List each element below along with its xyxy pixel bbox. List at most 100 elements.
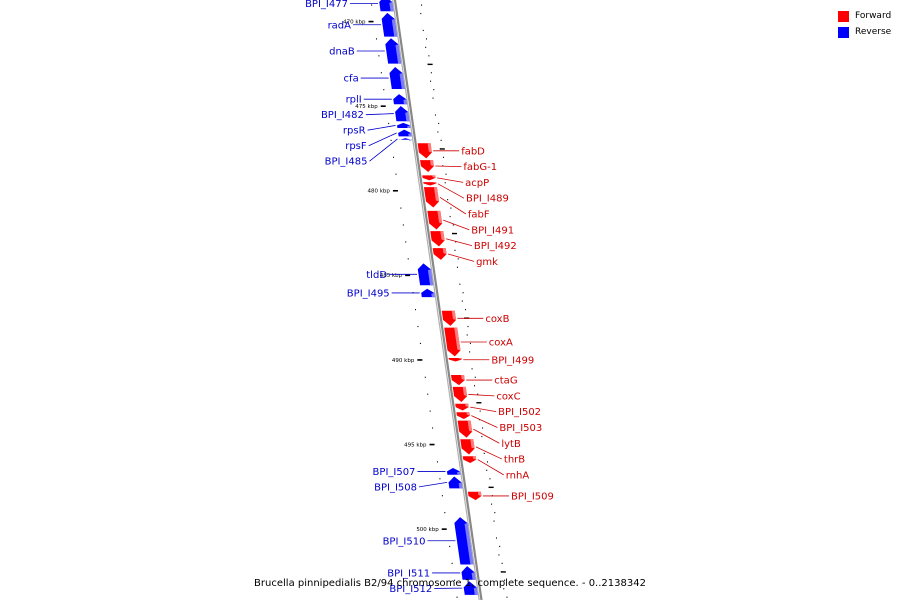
gene-label[interactable]: rpsR [343, 126, 366, 137]
gene-BPI_I502[interactable] [455, 403, 469, 411]
gene-dnaB[interactable] [385, 38, 402, 64]
gene-arrow[interactable] [451, 374, 465, 386]
gene-arrow[interactable] [399, 138, 413, 141]
gene-arrow[interactable] [455, 403, 469, 411]
gene-arrow[interactable] [423, 182, 437, 186]
gene-label[interactable]: BPI_I511 [387, 568, 430, 579]
gene-label[interactable]: BPI_I507 [373, 467, 416, 478]
major-tick [380, 105, 386, 107]
gene-coxB[interactable] [441, 310, 457, 326]
gene-BPI_I495[interactable] [421, 288, 435, 298]
gene-label[interactable]: tldD [366, 270, 387, 281]
gene-arrow[interactable] [395, 105, 410, 122]
gene-arrow[interactable] [463, 581, 478, 595]
gene-label[interactable]: BPI_I492 [474, 241, 517, 252]
gene-arrow[interactable] [421, 288, 435, 298]
gene-rpsR[interactable] [397, 122, 411, 128]
gene-label[interactable]: coxB [485, 314, 509, 325]
gene-label[interactable]: coxA [489, 337, 513, 348]
gene-arrow[interactable] [397, 122, 411, 128]
gene-label[interactable]: BPI_I499 [491, 355, 534, 366]
gene-label[interactable]: rplI [346, 95, 362, 106]
gene-BPI_I507[interactable] [446, 468, 461, 475]
gene-arrow[interactable] [432, 248, 447, 260]
gene-label[interactable]: cfa [344, 74, 359, 85]
gene-BPI_I482[interactable] [395, 105, 410, 122]
gene-label[interactable]: BPI_I495 [347, 288, 390, 299]
gene-label[interactable]: fabF [468, 210, 490, 221]
gene-label[interactable]: radA [328, 20, 352, 31]
gene-acpP[interactable] [422, 175, 436, 181]
gene-radA[interactable] [381, 12, 398, 37]
gene-fabF[interactable] [423, 187, 440, 208]
gene-label[interactable]: BPI_I491 [471, 225, 514, 236]
gene-arrow[interactable] [467, 491, 482, 501]
gene-label[interactable]: acpP [465, 178, 489, 189]
gene-cfa[interactable] [389, 67, 405, 90]
gene-arrow[interactable] [417, 263, 434, 286]
gene-label[interactable]: thrB [504, 455, 525, 466]
gene-arrow[interactable] [420, 160, 434, 172]
gene-label[interactable]: lytB [501, 439, 521, 450]
gene-BPI_I492[interactable] [430, 231, 445, 247]
gene-label[interactable]: fabD [461, 146, 485, 157]
gene-rnhA[interactable] [462, 456, 477, 463]
gene-BPI_I503[interactable] [456, 412, 470, 419]
gene-label[interactable]: BPI_I510 [383, 536, 426, 547]
gene-BPI_I509[interactable] [467, 491, 482, 501]
gene-tldD[interactable] [417, 263, 434, 286]
leader-line [437, 183, 465, 199]
gene-label[interactable]: BPI_I485 [325, 157, 368, 168]
gene-label[interactable]: BPI_I502 [498, 407, 541, 418]
gene-rplI[interactable] [393, 94, 407, 105]
gene-arrow[interactable] [398, 129, 412, 137]
gene-label[interactable]: ctaG [494, 376, 517, 387]
gene-label[interactable]: BPI_I508 [374, 482, 417, 493]
gene-BPI_I477[interactable] [379, 0, 394, 12]
leader-line [447, 253, 475, 262]
gene-BPI_I489[interactable] [423, 182, 437, 186]
gene-BPI_I485[interactable] [399, 138, 413, 142]
gene-ctaG[interactable] [451, 374, 465, 386]
gene-label[interactable]: rnhA [506, 470, 530, 481]
gene-coxC[interactable] [452, 386, 468, 403]
gene-label[interactable]: BPI_I482 [321, 110, 364, 121]
gene-label[interactable]: BPI_I489 [466, 194, 509, 205]
minor-tick-left [419, 342, 421, 345]
gene-arrow[interactable] [448, 476, 463, 489]
gene-arrow[interactable] [393, 94, 407, 105]
gene-label[interactable]: rpsF [345, 141, 367, 152]
gene-arrow[interactable] [389, 67, 405, 90]
gene-BPI_I499[interactable] [448, 358, 462, 362]
gene-rpsF[interactable] [398, 129, 412, 137]
gene-label[interactable]: BPI_I503 [499, 423, 542, 434]
gene-BPI_I511[interactable] [461, 566, 476, 580]
gene-BPI_I510[interactable] [454, 517, 474, 565]
gene-coxA[interactable] [444, 327, 461, 357]
gene-label[interactable]: coxC [496, 391, 520, 402]
gene-label[interactable]: BPI_I477 [305, 0, 348, 10]
gene-lytB[interactable] [457, 420, 473, 438]
gene-gmk[interactable] [432, 248, 447, 260]
gene-label[interactable]: fabG-1 [463, 162, 497, 173]
gene-label[interactable]: BPI_I512 [389, 584, 432, 595]
gene-BPI_I491[interactable] [427, 210, 443, 230]
gene-arrow[interactable] [422, 175, 436, 181]
gene-arrow[interactable] [446, 468, 461, 475]
gene-BPI_I508[interactable] [448, 476, 463, 489]
mid-tick [427, 63, 433, 66]
gene-highlight [431, 292, 435, 298]
gene-arrow[interactable] [454, 517, 474, 565]
gene-BPI_I512[interactable] [463, 581, 478, 595]
gene-fabD[interactable] [417, 143, 432, 159]
gene-label[interactable]: dnaB [329, 46, 355, 57]
gene-arrow[interactable] [381, 12, 398, 37]
gene-arrow[interactable] [462, 456, 477, 463]
gene-arrow[interactable] [448, 358, 462, 362]
gene-arrow[interactable] [456, 412, 470, 419]
gene-label[interactable]: BPI_I509 [511, 491, 554, 502]
gene-thrB[interactable] [460, 439, 475, 455]
gene-arrow[interactable] [461, 566, 476, 580]
gene-fabG-1[interactable] [420, 160, 434, 172]
gene-label[interactable]: gmk [476, 257, 498, 268]
